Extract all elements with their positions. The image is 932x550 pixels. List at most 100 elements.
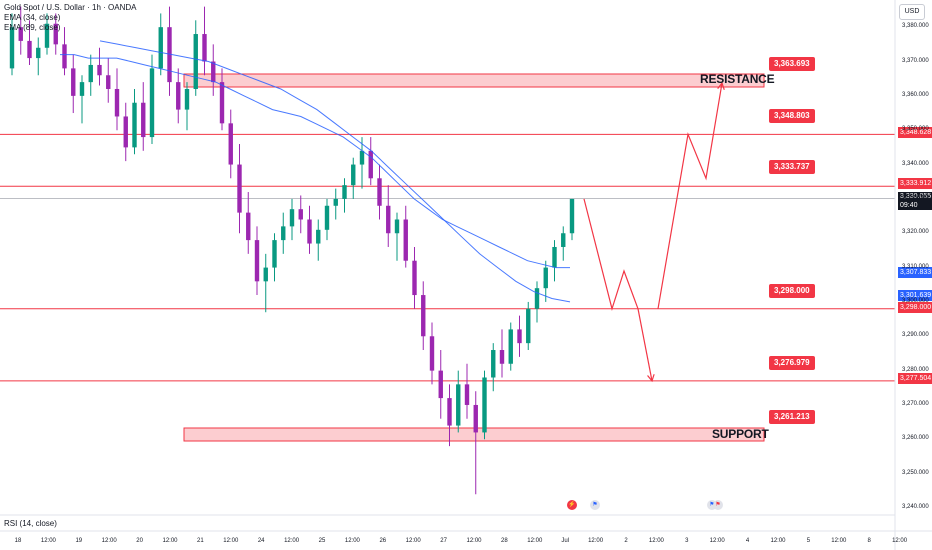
time-tick-label: 27 <box>440 538 447 544</box>
candle-body <box>193 34 198 89</box>
candle-body <box>289 209 295 227</box>
symbol-label[interactable]: Gold Spot / U.S. Dollar · 1h · OANDA <box>4 3 137 12</box>
time-tick-label: 21 <box>197 538 204 544</box>
candle-body <box>9 27 15 69</box>
time-tick-label: 12:00 <box>40 538 56 544</box>
price-tick-label: 3,260.000 <box>902 435 929 442</box>
candle-body <box>552 246 557 268</box>
candle-body <box>44 23 50 48</box>
time-tick-label: 28 <box>501 538 508 544</box>
projection-arrowhead <box>717 81 725 90</box>
candle-body <box>53 23 58 45</box>
candle-body <box>36 47 41 59</box>
price-tick-label: 3,280.000 <box>902 366 929 373</box>
callout-3333: 3,333.737 <box>769 160 815 174</box>
price-tick-label: 3,250.000 <box>902 469 929 476</box>
price-tick-label: 3,330.000 <box>902 194 929 201</box>
candle-body <box>219 82 225 124</box>
candle-body <box>298 209 303 220</box>
candle-body <box>18 27 23 41</box>
candle-body <box>202 34 207 62</box>
current-price-tag: 3,330.055 09:40 <box>898 192 932 210</box>
event-flash-icon[interactable]: ⚡ <box>567 500 577 510</box>
price-tick-label: 3,350.000 <box>902 126 929 133</box>
chart-legend: Gold Spot / U.S. Dollar · 1h · OANDA EMA… <box>4 3 137 33</box>
candle-body <box>569 198 575 234</box>
candle-body <box>149 68 155 138</box>
candle-body <box>62 44 67 69</box>
time-tick-label: 12:00 <box>648 538 664 544</box>
ema89-label[interactable]: EMA (89, close) <box>4 23 61 32</box>
time-tick-label: 12:00 <box>770 538 786 544</box>
candle-body <box>447 398 452 426</box>
candle-body <box>508 329 513 364</box>
price-tick-label: 3,380.000 <box>902 23 929 30</box>
projection-path <box>583 81 725 383</box>
candle-body <box>316 229 321 244</box>
candle-body <box>263 267 268 282</box>
time-tick-label: 12:00 <box>284 538 300 544</box>
currency-button[interactable]: USD <box>899 4 925 20</box>
price-tag-3333: 3,333.912 <box>898 178 932 189</box>
resistance-label: RESISTANCE <box>700 72 775 86</box>
candle-body <box>526 308 531 344</box>
candles <box>9 6 575 495</box>
candle-body <box>88 64 93 83</box>
current-price: 3,330.055 <box>900 193 932 200</box>
price-tick-label: 3,370.000 <box>902 57 929 64</box>
candle-body <box>438 370 443 399</box>
candle-body <box>491 350 496 378</box>
candle-body <box>228 123 233 165</box>
ema34-price-tag: 3,307.833 <box>898 267 932 278</box>
rsi-label[interactable]: RSI (14, close) <box>4 519 57 528</box>
us-flag-icon[interactable]: ⚑ <box>590 500 600 510</box>
time-tick-label: 12:00 <box>405 538 421 544</box>
candle-body <box>97 64 102 76</box>
candle-body <box>429 336 435 371</box>
candle-body <box>27 40 32 59</box>
time-tick-label: 12:00 <box>588 538 604 544</box>
price-tick-label: 3,240.000 <box>902 504 929 510</box>
price-tick-label: 3,290.000 <box>902 332 929 339</box>
callout-3363: 3,363.693 <box>769 57 815 71</box>
candle-body <box>79 82 85 96</box>
candle-body <box>141 102 146 138</box>
current-countdown: 09:40 <box>900 202 918 209</box>
callout-3261: 3,261.213 <box>769 410 815 424</box>
candle-body <box>543 267 548 289</box>
us-flag-icon[interactable]: ⚑ <box>713 500 723 510</box>
candle-body <box>403 219 408 261</box>
candle-body <box>106 75 111 89</box>
candle-body <box>71 68 76 96</box>
candle-body <box>246 212 251 241</box>
time-tick-label: 24 <box>257 538 265 544</box>
candle-body <box>132 102 137 148</box>
projection-line <box>583 198 639 311</box>
time-tick-label: 8 <box>867 538 871 544</box>
candle-body <box>473 404 478 433</box>
time-tick-label: 3 <box>685 538 689 544</box>
candle-body <box>359 150 365 165</box>
candle-body <box>351 164 356 186</box>
time-tick-label: 12:00 <box>466 538 482 544</box>
candle-body <box>377 178 382 206</box>
candle-body <box>184 88 190 110</box>
resistance-zone <box>183 73 765 88</box>
candle-body <box>307 219 312 244</box>
projection-line <box>657 83 723 309</box>
callout-3298: 3,298.000 <box>769 284 815 298</box>
callout-3348: 3,348.803 <box>769 109 815 123</box>
time-tick-label: 19 <box>75 538 83 544</box>
us-flag-icon[interactable]: ⚑ <box>707 500 717 510</box>
ema34-line <box>60 54 570 269</box>
time-tick-label: 12:00 <box>892 538 908 544</box>
candle-body <box>333 198 338 206</box>
candle-body <box>254 240 260 282</box>
time-tick-label: 12:00 <box>709 538 725 544</box>
price-tick-label: 3,300.000 <box>902 297 929 304</box>
candle-body <box>499 350 505 364</box>
candle-body <box>464 384 470 405</box>
candle-body <box>237 164 242 213</box>
ema34-label[interactable]: EMA (34, close) <box>4 13 61 22</box>
